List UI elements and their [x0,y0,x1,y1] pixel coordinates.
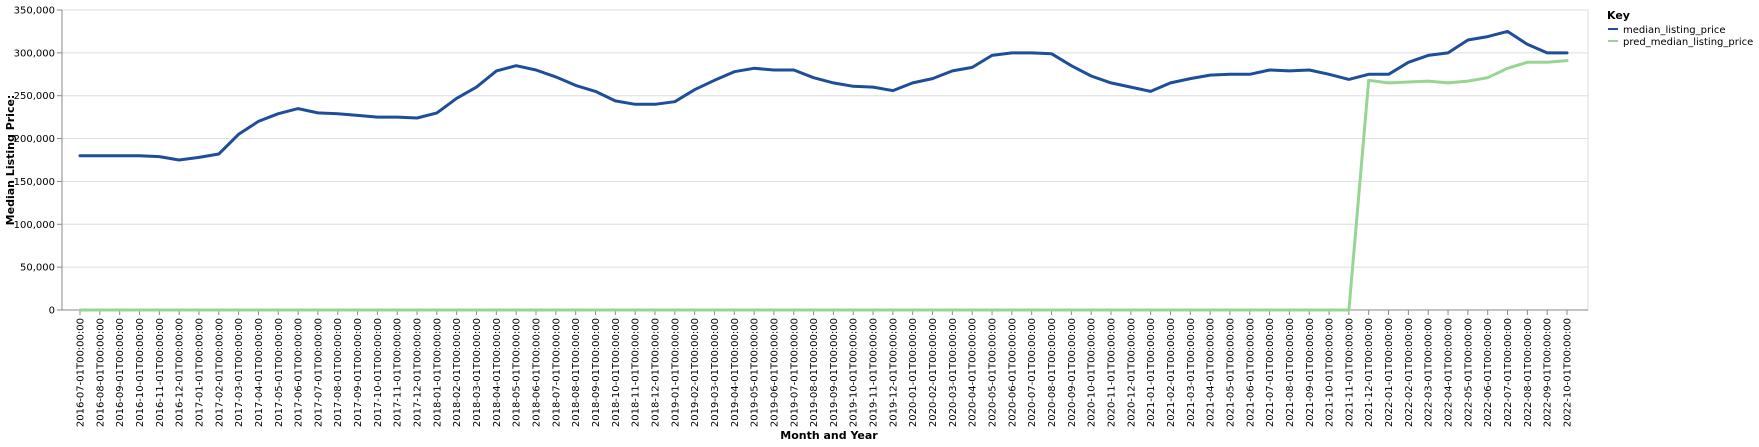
x-tick-label: 2018-08-01T00:00:00 [571,318,582,427]
x-tick-label: 2020-03-01T00:00:00 [948,318,959,427]
y-tick-label: 100,000 [14,220,55,231]
series-line-pred_median_listing_price [78,59,1569,312]
x-tick-label: 2018-09-01T00:00:00 [591,318,602,427]
x-tick-label: 2020-01-01T00:00:00 [908,318,919,427]
x-tick-label: 2019-11-01T00:00:00 [869,318,880,427]
x-tick-label: 2022-01-01T00:00:00 [1384,318,1395,427]
x-tick-label: 2020-07-01T00:00:00 [1027,318,1038,427]
x-tick-label: 2017-03-01T00:00:00 [234,318,245,427]
y-tick-label: 250,000 [14,91,55,102]
x-tick-label: 2017-12-01T00:00:00 [413,318,424,427]
x-tick-label: 2021-06-01T00:00:00 [1245,318,1256,427]
x-tick-label: 2020-12-01T00:00:00 [1126,318,1137,427]
x-tick-label: 2019-10-01T00:00:00 [849,318,860,427]
legend-label-median_listing_price: median_listing_price [1623,25,1726,36]
x-tick-label: 2021-12-01T00:00:00 [1364,318,1375,427]
y-tick-label: 150,000 [14,177,55,188]
x-tick-label: 2020-02-01T00:00:00 [928,318,939,427]
x-tick-label: 2018-10-01T00:00:00 [611,318,622,427]
x-tick-label: 2017-01-01T00:00:00 [194,318,205,427]
x-tick-label: 2020-10-01T00:00:00 [1087,318,1098,427]
x-tick-label: 2022-09-01T00:00:00 [1543,318,1554,427]
x-tick-label: 2022-02-01T00:00:00 [1404,318,1415,427]
y-tick-label: 350,000 [14,6,55,17]
x-tick-label: 2021-01-01T00:00:00 [1146,318,1157,427]
x-tick-label: 2021-09-01T00:00:00 [1305,318,1316,427]
legend: Key median_listing_pricepred_median_list… [1607,9,1753,48]
x-tick-label: 2017-05-01T00:00:00 [274,318,285,427]
x-tick-label: 2017-09-01T00:00:00 [353,318,364,427]
x-tick-label: 2020-11-01T00:00:00 [1106,318,1117,427]
x-tick-label: 2022-10-01T00:00:00 [1563,318,1574,427]
x-tick-label: 2018-03-01T00:00:00 [472,318,483,427]
x-tick-label: 2021-05-01T00:00:00 [1225,318,1236,427]
x-tick-label: 2021-08-01T00:00:00 [1285,318,1296,427]
x-tick-label: 2018-02-01T00:00:00 [452,318,463,427]
x-tick-label: 2020-04-01T00:00:00 [968,318,979,427]
x-tick-label: 2022-05-01T00:00:00 [1463,318,1474,427]
x-tick-label: 2018-06-01T00:00:00 [532,318,543,427]
x-tick-label: 2019-08-01T00:00:00 [809,318,820,427]
y-axis: 0 50,000 100,000 150,000 200,000 250,000 300,0… [14,6,63,317]
x-tick-label: 2019-06-01T00:00:00 [769,318,780,427]
x-tick-label: 2021-04-01T00:00:00 [1206,318,1217,427]
y-axis-title: Median Listing Price: [4,95,17,226]
x-axis: 2016-07-01T00:00:00 2016-08-01T00:00:00 20… [62,309,1588,427]
x-tick-label: 2021-03-01T00:00:00 [1186,318,1197,427]
x-tick-label: 2016-08-01T00:00:00 [95,318,106,427]
x-tick-label: 2022-06-01T00:00:00 [1483,318,1494,427]
x-tick-label: 2016-11-01T00:00:00 [155,318,166,427]
x-tick-label: 2016-07-01T00:00:00 [76,318,87,427]
legend-title: Key [1607,9,1630,22]
x-tick-label: 2017-04-01T00:00:00 [254,318,265,427]
x-tick-label: 2020-08-01T00:00:00 [1047,318,1058,427]
x-tick-label: 2018-11-01T00:00:00 [631,318,642,427]
plot-frame [61,9,1589,311]
x-tick-label: 2021-11-01T00:00:00 [1344,318,1355,427]
x-tick-label: 2016-12-01T00:00:00 [175,318,186,427]
x-tick-label: 2018-01-01T00:00:00 [432,318,443,427]
x-axis-title: Month and Year [780,429,878,442]
x-tick-label: 2018-04-01T00:00:00 [492,318,503,427]
series-lines [78,29,1569,312]
x-tick-label: 2021-02-01T00:00:00 [1166,318,1177,427]
x-tick-label: 2018-12-01T00:00:00 [650,318,661,427]
x-tick-label: 2019-02-01T00:00:00 [690,318,701,427]
x-tick-label: 2019-07-01T00:00:00 [789,318,800,427]
x-tick-label: 2021-07-01T00:00:00 [1265,318,1276,427]
x-tick-label: 2017-10-01T00:00:00 [373,318,384,427]
x-tick-label: 2020-05-01T00:00:00 [988,318,999,427]
gridlines [62,9,1588,311]
x-tick-label: 2016-09-01T00:00:00 [115,318,126,427]
x-tick-label: 2017-08-01T00:00:00 [333,318,344,427]
x-tick-label: 2019-04-01T00:00:00 [730,318,741,427]
y-tick-label: 0 [49,306,55,317]
x-tick-label: 2018-07-01T00:00:00 [551,318,562,427]
x-tick-label: 2021-10-01T00:00:00 [1325,318,1336,427]
x-tick-label: 2019-03-01T00:00:00 [710,318,721,427]
legend-label-pred_median_listing_price: pred_median_listing_price [1623,37,1753,48]
x-tick-label: 2019-12-01T00:00:00 [888,318,899,427]
y-tick-label: 50,000 [20,263,55,274]
x-tick-label: 2022-03-01T00:00:00 [1424,318,1435,427]
x-tick-label: 2020-09-01T00:00:00 [1067,318,1078,427]
x-tick-label: 2019-09-01T00:00:00 [829,318,840,427]
x-tick-label: 2022-08-01T00:00:00 [1523,318,1534,427]
x-tick-label: 2017-07-01T00:00:00 [313,318,324,427]
x-tick-label: 2022-07-01T00:00:00 [1503,318,1514,427]
x-tick-label: 2020-06-01T00:00:00 [1007,318,1018,427]
x-tick-label: 2019-05-01T00:00:00 [750,318,761,427]
x-tick-label: 2017-06-01T00:00:00 [294,318,305,427]
x-tick-label: 2022-04-01T00:00:00 [1444,318,1455,427]
x-tick-label: 2019-01-01T00:00:00 [670,318,681,427]
y-tick-label: 300,000 [14,48,55,59]
x-tick-label: 2018-05-01T00:00:00 [512,318,523,427]
x-tick-label: 2017-11-01T00:00:00 [393,318,404,427]
y-tick-label: 200,000 [14,134,55,145]
series-line-median_listing_price [78,29,1569,162]
x-tick-label: 2016-10-01T00:00:00 [135,318,146,427]
x-tick-label: 2017-02-01T00:00:00 [214,318,225,427]
